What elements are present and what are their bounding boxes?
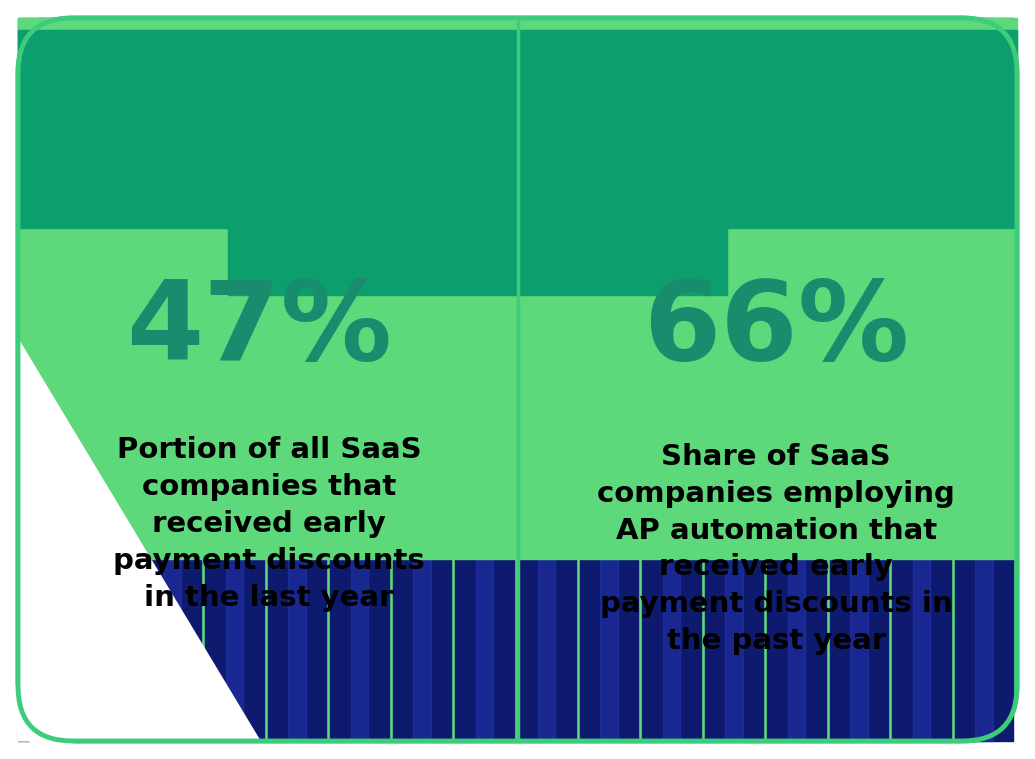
Bar xyxy=(205,18,264,741)
Bar xyxy=(164,18,181,741)
Bar xyxy=(662,18,680,741)
Polygon shape xyxy=(520,18,1017,559)
Bar xyxy=(580,18,639,741)
Bar xyxy=(330,18,388,741)
Bar xyxy=(226,18,243,741)
Bar xyxy=(100,18,118,741)
Bar xyxy=(643,18,701,741)
Polygon shape xyxy=(18,30,515,295)
Bar xyxy=(518,18,575,741)
Bar xyxy=(892,18,950,741)
Bar xyxy=(81,18,139,741)
Bar xyxy=(268,18,326,741)
Bar xyxy=(455,18,513,741)
Bar xyxy=(954,18,1013,741)
Bar xyxy=(767,18,826,741)
Bar xyxy=(600,18,618,741)
Bar xyxy=(288,18,305,741)
Bar xyxy=(392,18,451,741)
Bar xyxy=(38,18,56,741)
Bar xyxy=(913,18,930,741)
Bar xyxy=(351,18,368,741)
Bar xyxy=(413,18,431,741)
Text: Portion of all SaaS
companies that
received early
payment discounts
in the last : Portion of all SaaS companies that recei… xyxy=(113,436,425,612)
Bar xyxy=(475,18,493,741)
Bar xyxy=(726,18,743,741)
Bar xyxy=(705,18,763,741)
Text: Share of SaaS
companies employing
AP automation that
received early
payment disc: Share of SaaS companies employing AP aut… xyxy=(597,443,955,655)
Bar xyxy=(975,18,993,741)
FancyBboxPatch shape xyxy=(18,18,1017,741)
Polygon shape xyxy=(18,339,260,741)
Bar xyxy=(830,18,888,741)
Bar xyxy=(143,18,202,741)
Text: 47%: 47% xyxy=(126,276,391,383)
Bar xyxy=(788,18,805,741)
Wedge shape xyxy=(3,686,73,756)
Polygon shape xyxy=(520,30,1017,295)
Bar xyxy=(18,18,77,741)
Bar xyxy=(538,18,556,741)
Text: 66%: 66% xyxy=(643,276,910,383)
Polygon shape xyxy=(18,18,515,559)
Bar xyxy=(850,18,867,741)
